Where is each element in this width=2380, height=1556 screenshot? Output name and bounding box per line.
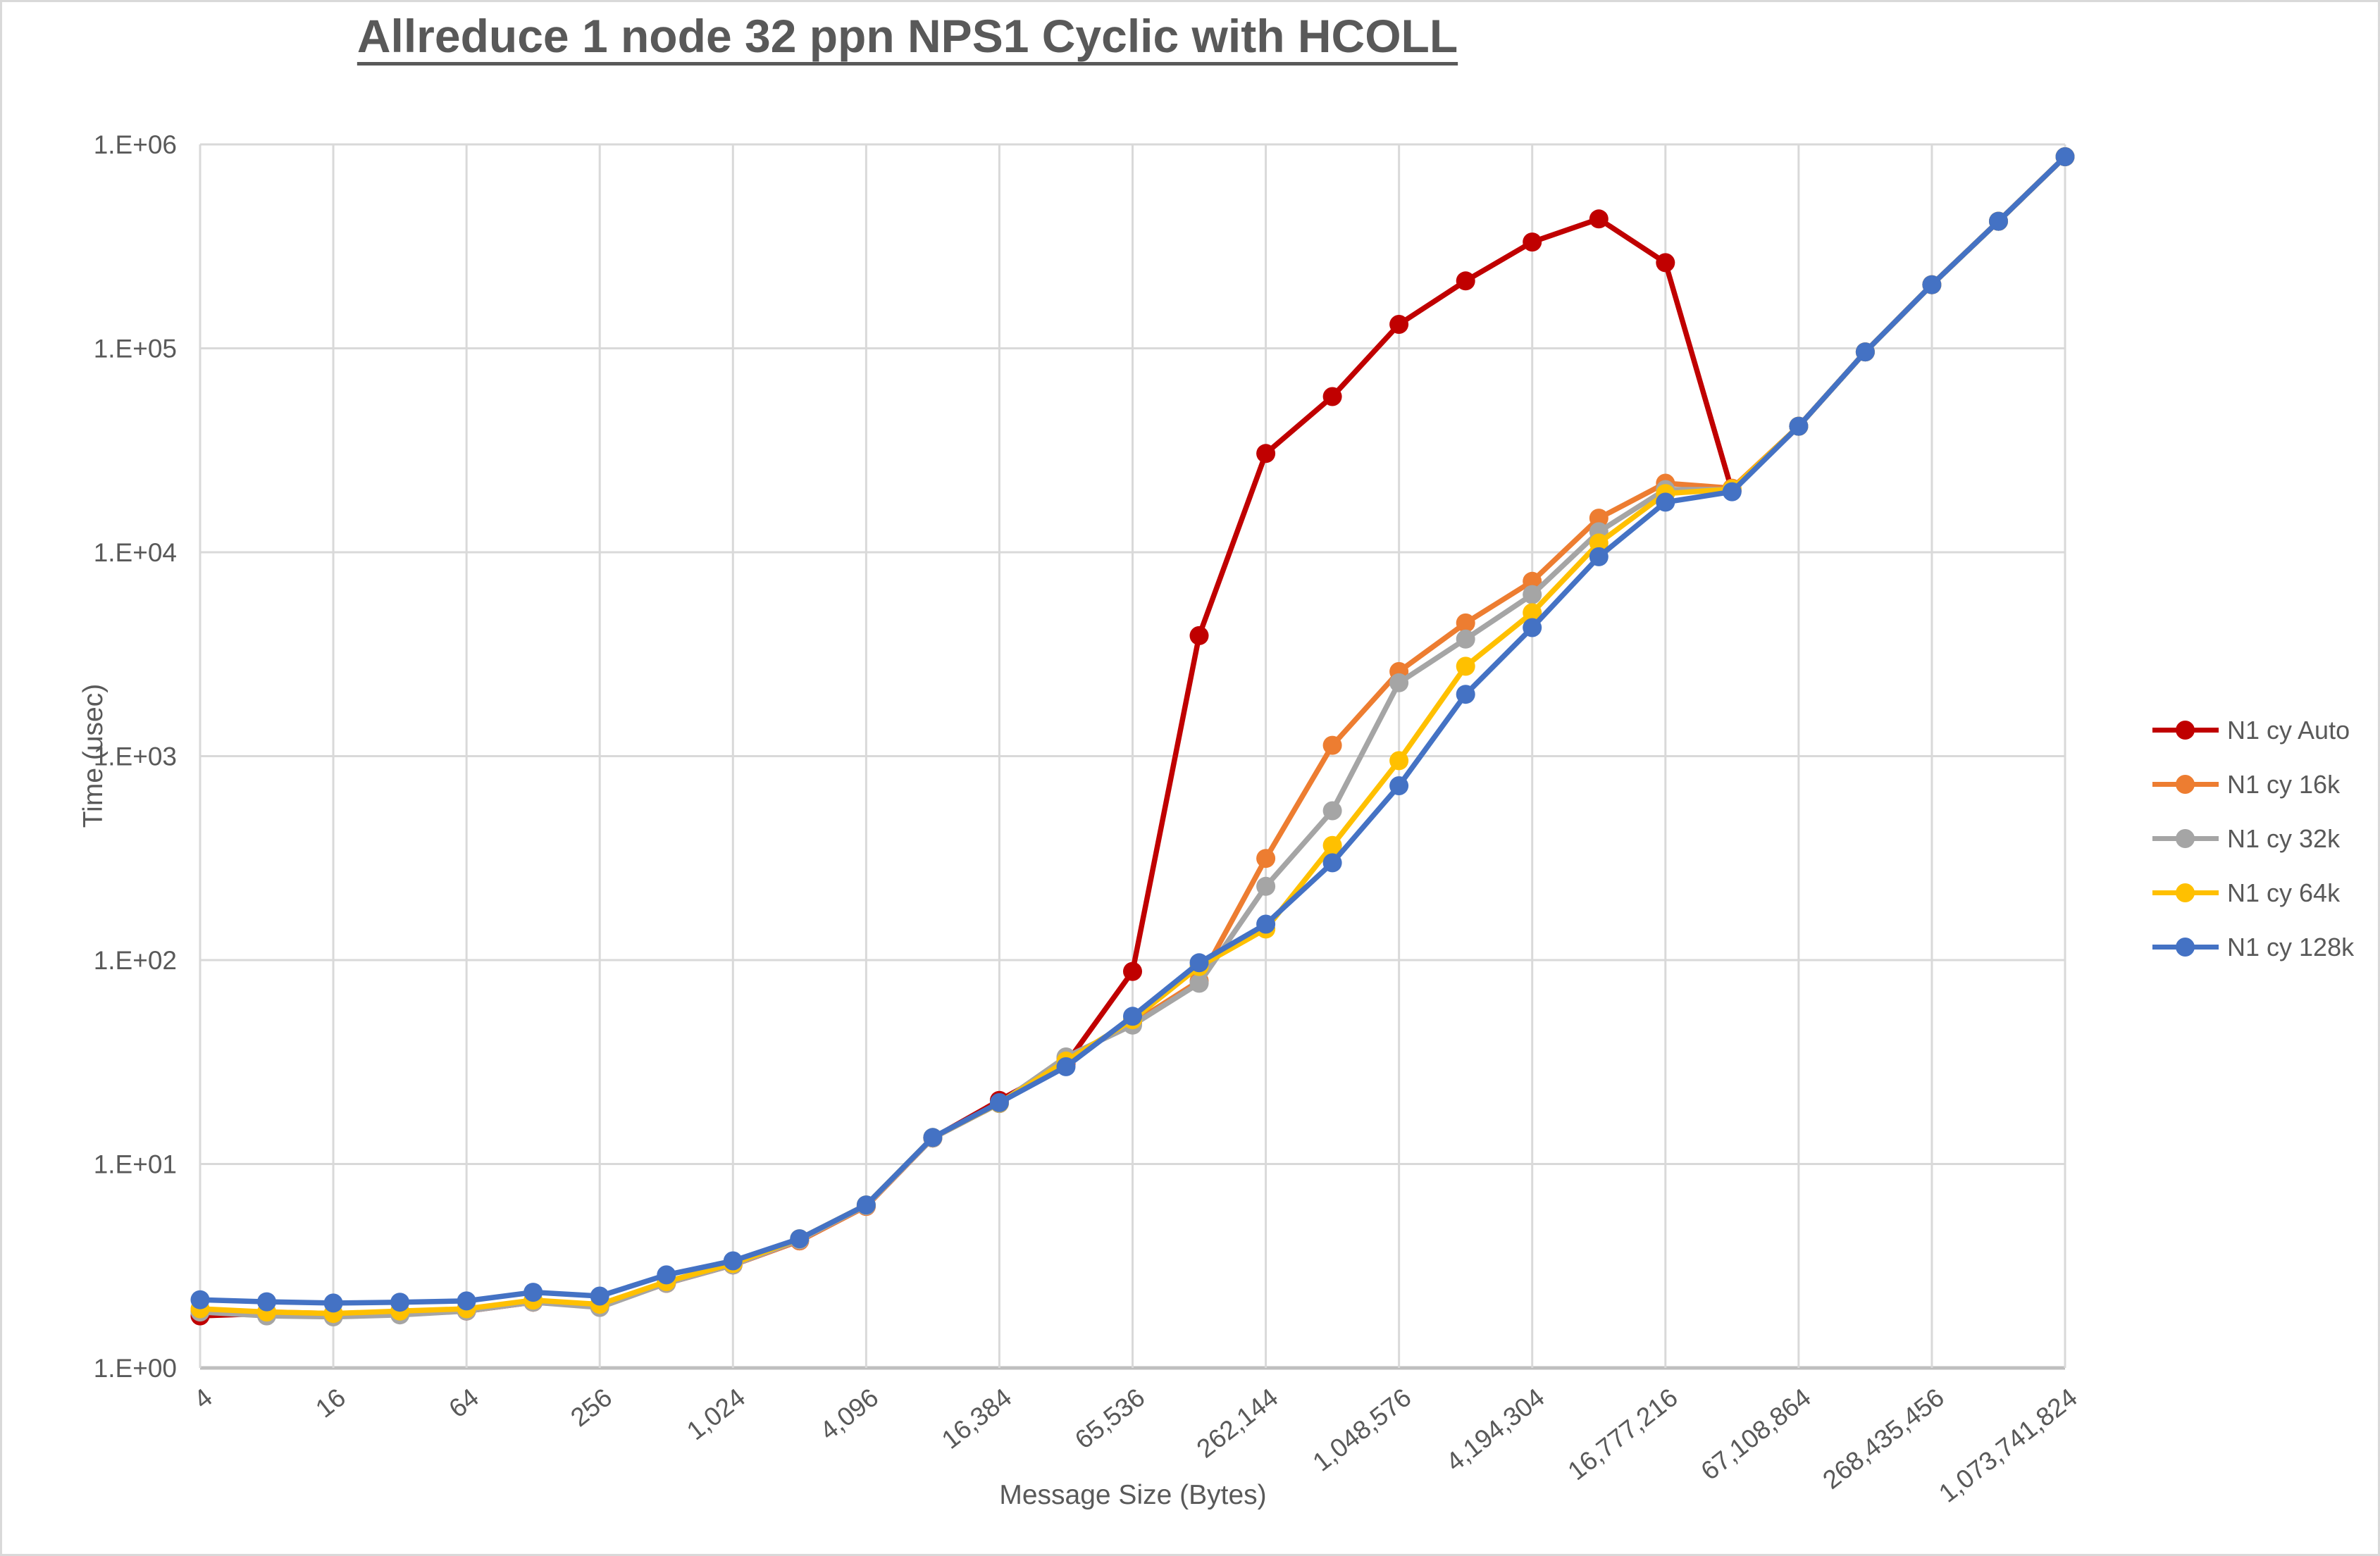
chart-title: Allreduce 1 node 32 ppn NPS1 Cyclic with…: [357, 10, 1458, 62]
series-marker-N1-cy-128k: [323, 1293, 343, 1313]
series-marker-N1-cy-128k: [190, 1290, 210, 1309]
series-marker-N1-cy-128k: [390, 1293, 410, 1312]
x-tick-label: 4,096: [814, 1383, 884, 1445]
x-tick-label: 65,536: [1070, 1383, 1150, 1455]
series-marker-N1-cy-128k: [1123, 1007, 1142, 1026]
x-tick-label: 4,194,304: [1441, 1383, 1550, 1477]
series-marker-N1-cy-128k: [1523, 618, 1542, 637]
x-tick-label: 16,777,216: [1563, 1383, 1683, 1486]
series-marker-N1-cy-128k: [1855, 342, 1875, 362]
series-marker-N1-cy-64k: [1456, 656, 1475, 676]
series-marker-N1-cy-16k: [1256, 849, 1276, 869]
legend-marker-icon: [2152, 938, 2219, 957]
series-marker-N1-cy-128k: [1056, 1057, 1076, 1076]
series-marker-N1-cy-32k: [1256, 876, 1276, 896]
x-tick-label: 16,384: [936, 1383, 1017, 1455]
x-tick-label: 1,073,741,824: [1933, 1383, 2083, 1508]
series-marker-N1-cy-128k: [790, 1229, 810, 1249]
series-marker-N1-cy-128k: [657, 1265, 676, 1285]
legend-marker-icon: [2152, 775, 2219, 794]
series-marker-N1-cy-64k: [1589, 533, 1609, 553]
series-marker-N1-cy-128k: [1722, 482, 1742, 502]
series-marker-N1-cy-32k: [1523, 585, 1542, 604]
legend-item: N1 cy 128k: [2152, 920, 2354, 974]
legend-item: N1 cy 64k: [2152, 866, 2354, 920]
series-marker-N1-cy-128k: [1989, 211, 2008, 231]
legend-marker-icon: [2152, 883, 2219, 902]
x-tick-label: 1,048,576: [1308, 1383, 1417, 1477]
series-marker-N1-cy-32k: [1189, 973, 1209, 993]
series-marker-N1-cy-128k: [1656, 492, 1675, 512]
series-marker-N1-cy-128k: [1256, 914, 1276, 934]
series-marker-N1-cy-32k: [1456, 629, 1475, 649]
legend-label: N1 cy 128k: [2227, 932, 2355, 961]
series-marker-N1-cy-128k: [856, 1195, 876, 1215]
series-marker-N1-cy-16k: [1523, 571, 1542, 591]
series-marker-N1-cy-Auto: [1656, 253, 1675, 273]
series-marker-N1-cy-Auto: [1123, 961, 1142, 981]
x-tick-label: 256: [565, 1383, 617, 1432]
series-marker-N1-cy-Auto: [1189, 625, 1209, 645]
series-marker-N1-cy-128k: [1922, 275, 1942, 294]
series-marker-N1-cy-128k: [257, 1292, 276, 1312]
legend-label: N1 cy 32k: [2227, 823, 2341, 853]
legend-label: N1 cy 64k: [2227, 878, 2341, 907]
legend: N1 cy Auto N1 cy 16k N1 cy 32k N1 cy 64k…: [2152, 703, 2354, 974]
series-marker-N1-cy-128k: [523, 1283, 543, 1302]
series-marker-N1-cy-16k: [1589, 509, 1609, 528]
series-marker-N1-cy-128k: [723, 1251, 743, 1271]
legend-marker-icon: [2152, 829, 2219, 848]
series-marker-N1-cy-128k: [1189, 953, 1209, 973]
series-marker-N1-cy-128k: [590, 1286, 609, 1306]
x-tick-label: 262,144: [1191, 1383, 1284, 1464]
y-tick-label: 1.E+03: [94, 742, 177, 771]
x-axis-title: Message Size (Bytes): [999, 1480, 1267, 1510]
series-marker-N1-cy-64k: [1322, 835, 1342, 855]
series-marker-N1-cy-64k: [1389, 751, 1409, 771]
series-marker-N1-cy-128k: [1456, 685, 1475, 704]
series-marker-N1-cy-Auto: [1322, 387, 1342, 406]
series-marker-N1-cy-16k: [1322, 735, 1342, 755]
series-marker-N1-cy-128k: [1789, 416, 1809, 436]
series-marker-N1-cy-64k: [1523, 603, 1542, 623]
y-tick-label: 1.E+04: [94, 538, 177, 567]
legend-item: N1 cy 32k: [2152, 811, 2354, 866]
series-marker-N1-cy-128k: [2055, 147, 2075, 166]
x-tick-label: 16: [310, 1383, 351, 1424]
series-marker-N1-cy-128k: [457, 1291, 476, 1311]
series-marker-N1-cy-128k: [923, 1128, 943, 1147]
series-marker-N1-cy-128k: [1322, 853, 1342, 873]
series-marker-N1-cy-128k: [1589, 547, 1609, 566]
series-marker-N1-cy-Auto: [1589, 209, 1609, 229]
x-tick-label: 4: [188, 1383, 217, 1414]
series-marker-N1-cy-Auto: [1456, 271, 1475, 291]
legend-label: N1 cy 16k: [2227, 769, 2341, 799]
y-axis-title: Time (usec): [78, 683, 109, 828]
legend-item: N1 cy Auto: [2152, 703, 2354, 757]
series-marker-N1-cy-Auto: [1523, 232, 1542, 252]
x-tick-label: 67,108,864: [1696, 1383, 1816, 1486]
x-tick-label: 268,435,456: [1817, 1383, 1949, 1495]
y-tick-label: 1.E+01: [94, 1150, 177, 1179]
legend-item: N1 cy 16k: [2152, 757, 2354, 811]
legend-marker-icon: [2152, 721, 2219, 740]
y-tick-label: 1.E+00: [94, 1354, 177, 1383]
series-marker-N1-cy-32k: [1322, 801, 1342, 821]
x-tick-label: 1,024: [681, 1383, 750, 1445]
series-marker-N1-cy-128k: [989, 1093, 1009, 1112]
y-tick-label: 1.E+05: [94, 335, 177, 363]
series-marker-N1-cy-16k: [1456, 613, 1475, 633]
y-tick-label: 1.E+02: [94, 946, 177, 975]
series-marker-N1-cy-Auto: [1256, 444, 1276, 463]
y-tick-label: 1.E+06: [94, 130, 177, 159]
series-marker-N1-cy-128k: [1389, 776, 1409, 795]
x-tick-label: 64: [443, 1383, 484, 1424]
legend-label: N1 cy Auto: [2227, 715, 2350, 745]
series-marker-N1-cy-Auto: [1389, 315, 1409, 334]
series-marker-N1-cy-32k: [1389, 673, 1409, 692]
